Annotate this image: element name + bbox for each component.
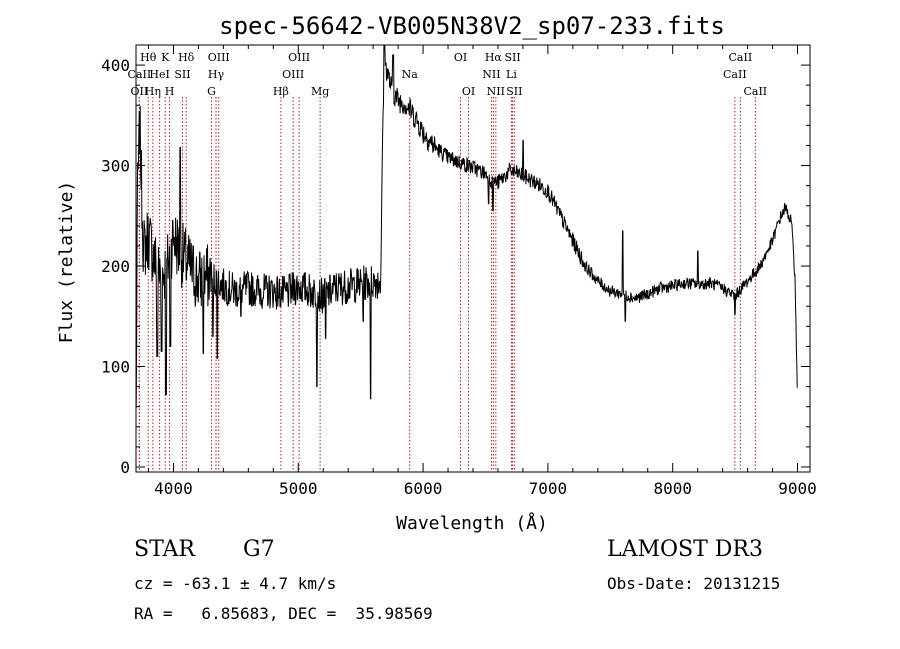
y-tick-label: 300 bbox=[101, 157, 130, 176]
spectral-line-label: CaII bbox=[128, 68, 152, 81]
spectral-line-markers bbox=[138, 97, 756, 472]
x-tick-label: 7000 bbox=[529, 479, 568, 498]
object-subclass: G7 bbox=[243, 537, 275, 562]
spectral-line-label: OII bbox=[131, 85, 149, 98]
spectral-line-label: CaII bbox=[743, 85, 767, 98]
observation-date: Obs-Date: 20131215 bbox=[607, 574, 781, 593]
spectral-line-label: HeI bbox=[149, 68, 169, 81]
x-tick-label: 9000 bbox=[778, 479, 817, 498]
spectral-line-label: SII bbox=[506, 85, 522, 98]
spectral-line-label: SII bbox=[504, 51, 520, 64]
spectral-line-label: Mg bbox=[311, 85, 329, 98]
chart-title: spec-56642-VB005N38V2_sp07-233.fits bbox=[219, 12, 725, 40]
spectral-line-label: OIII bbox=[208, 51, 230, 64]
spectral-line-label: Hβ bbox=[273, 85, 289, 98]
spectral-line-label: SII bbox=[174, 68, 190, 81]
spectral-line-label: NII bbox=[482, 68, 500, 81]
spectral-line-label: OIII bbox=[282, 68, 304, 81]
spectral-line-label: G bbox=[207, 85, 216, 98]
y-tick-label: 400 bbox=[101, 56, 130, 75]
x-axis-label: Wavelength (Å) bbox=[396, 512, 548, 534]
spectral-line-label: H bbox=[165, 85, 175, 98]
y-tick-label: 0 bbox=[120, 458, 130, 477]
object-type: STAR bbox=[134, 537, 195, 562]
y-tick-label: 200 bbox=[101, 257, 130, 276]
spectrum-line bbox=[135, 44, 798, 409]
spectral-line-label: CaII bbox=[729, 51, 753, 64]
spectral-line-label: CaII bbox=[723, 68, 747, 81]
spectral-line-label: Na bbox=[402, 68, 419, 81]
spectral-line-label: K bbox=[161, 51, 170, 64]
x-tick-label: 8000 bbox=[653, 479, 692, 498]
spectral-line-label: Hα bbox=[485, 51, 503, 64]
spectral-line-label: Hδ bbox=[178, 51, 195, 64]
coordinates: RA = 6.85683, DEC = 35.98569 bbox=[134, 604, 433, 623]
spectral-line-label: Hγ bbox=[208, 68, 225, 81]
y-axis: 0 100 200 300 400 bbox=[101, 44, 810, 477]
spectral-line-label: Hθ bbox=[140, 51, 157, 64]
y-axis-label: Flux (relative) bbox=[56, 181, 77, 344]
spectral-line-label: OIII bbox=[288, 51, 310, 64]
x-tick-label: 4000 bbox=[154, 479, 193, 498]
x-tick-label: 6000 bbox=[404, 479, 443, 498]
x-axis: 4000 5000 6000 7000 8000 9000 bbox=[147, 45, 817, 498]
survey-name: LAMOST DR3 bbox=[607, 537, 763, 562]
spectral-line-label: Li bbox=[506, 68, 517, 81]
spectral-line-label: NII bbox=[487, 85, 505, 98]
spectral-line-label: OI bbox=[454, 51, 467, 64]
plot-frame bbox=[135, 44, 811, 473]
y-tick-label: 100 bbox=[101, 358, 130, 377]
spectral-line-label: OI bbox=[462, 85, 475, 98]
redshift-velocity: cz = -63.1 ± 4.7 km/s bbox=[134, 574, 337, 593]
spectral-line-label: Hη bbox=[145, 85, 161, 98]
x-tick-label: 5000 bbox=[279, 479, 318, 498]
